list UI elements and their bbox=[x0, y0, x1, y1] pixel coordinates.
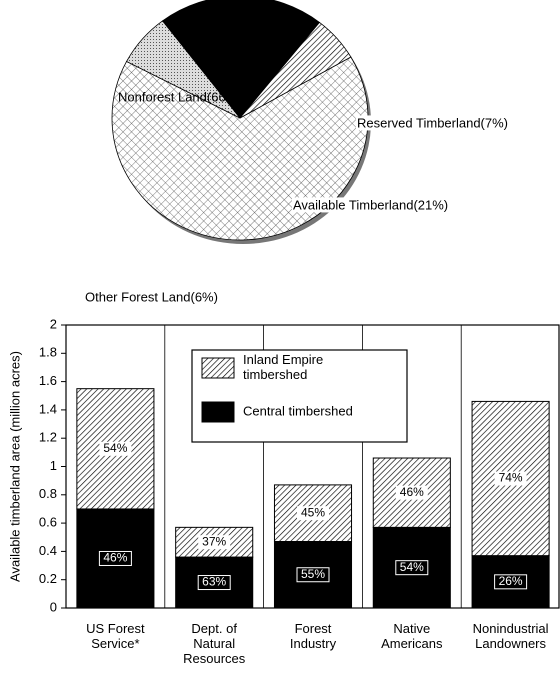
y-tick-label: 1.6 bbox=[39, 373, 57, 388]
y-tick-label: 0.4 bbox=[39, 543, 57, 558]
y-tick-label: 0.2 bbox=[39, 571, 57, 586]
share-label-bg bbox=[99, 441, 132, 456]
y-axis-label: Available timberland area (million acres… bbox=[7, 351, 22, 582]
share-label-bg bbox=[395, 485, 428, 500]
y-tick-label: 1.2 bbox=[39, 430, 57, 445]
slice-label: Nonforest Land(66%) bbox=[118, 89, 242, 104]
share-label-bg bbox=[494, 574, 528, 590]
slice-label: Other Forest Land(6%) bbox=[85, 289, 218, 304]
share-label-bg bbox=[395, 560, 429, 576]
y-tick-label: 1.8 bbox=[39, 345, 57, 360]
pie-slice bbox=[162, 0, 321, 119]
legend-label: Inland Empire timbershed bbox=[243, 352, 323, 382]
share-label-bg bbox=[98, 550, 132, 566]
share-label: 55% bbox=[301, 567, 325, 581]
share-label-bg bbox=[198, 535, 231, 550]
share-label: 54% bbox=[103, 441, 127, 455]
legend-label: Central timbershed bbox=[243, 403, 353, 418]
y-tick-label: 0.8 bbox=[39, 486, 57, 501]
y-tick-label: 1.4 bbox=[39, 401, 57, 416]
y-tick-label: 2 bbox=[50, 316, 57, 331]
share-label-bg bbox=[494, 471, 527, 486]
pie-slice bbox=[239, 21, 352, 119]
x-tick-label: US Forest Service* bbox=[86, 621, 145, 651]
legend-swatch bbox=[201, 401, 235, 423]
y-tick-label: 0.6 bbox=[39, 515, 57, 530]
share-label: 45% bbox=[301, 505, 325, 519]
share-label: 37% bbox=[202, 534, 226, 548]
x-tick-label: Dept. of Natural Resources bbox=[183, 621, 246, 666]
label-bg bbox=[356, 115, 510, 131]
x-tick-label: Native Americans bbox=[381, 621, 443, 651]
share-label: 54% bbox=[400, 560, 424, 574]
share-label: 74% bbox=[499, 471, 523, 485]
x-tick-label: Forest Industry bbox=[290, 621, 337, 651]
slice-label: Available Timberland(21%) bbox=[293, 197, 448, 212]
x-tick-label: Nonindustrial Landowners bbox=[473, 621, 549, 651]
share-label: 46% bbox=[400, 485, 424, 499]
label-bg bbox=[292, 197, 450, 213]
y-tick-label: 0 bbox=[50, 599, 57, 614]
share-label: 63% bbox=[202, 575, 226, 589]
share-label-bg bbox=[297, 506, 329, 521]
share-label-bg bbox=[197, 575, 231, 591]
share-label: 26% bbox=[499, 574, 523, 588]
share-label-bg bbox=[296, 567, 330, 583]
y-tick-label: 1 bbox=[50, 458, 57, 473]
legend-swatch bbox=[201, 357, 235, 379]
slice-label: Reserved Timberland(7%) bbox=[357, 115, 508, 130]
share-label: 46% bbox=[103, 551, 127, 565]
